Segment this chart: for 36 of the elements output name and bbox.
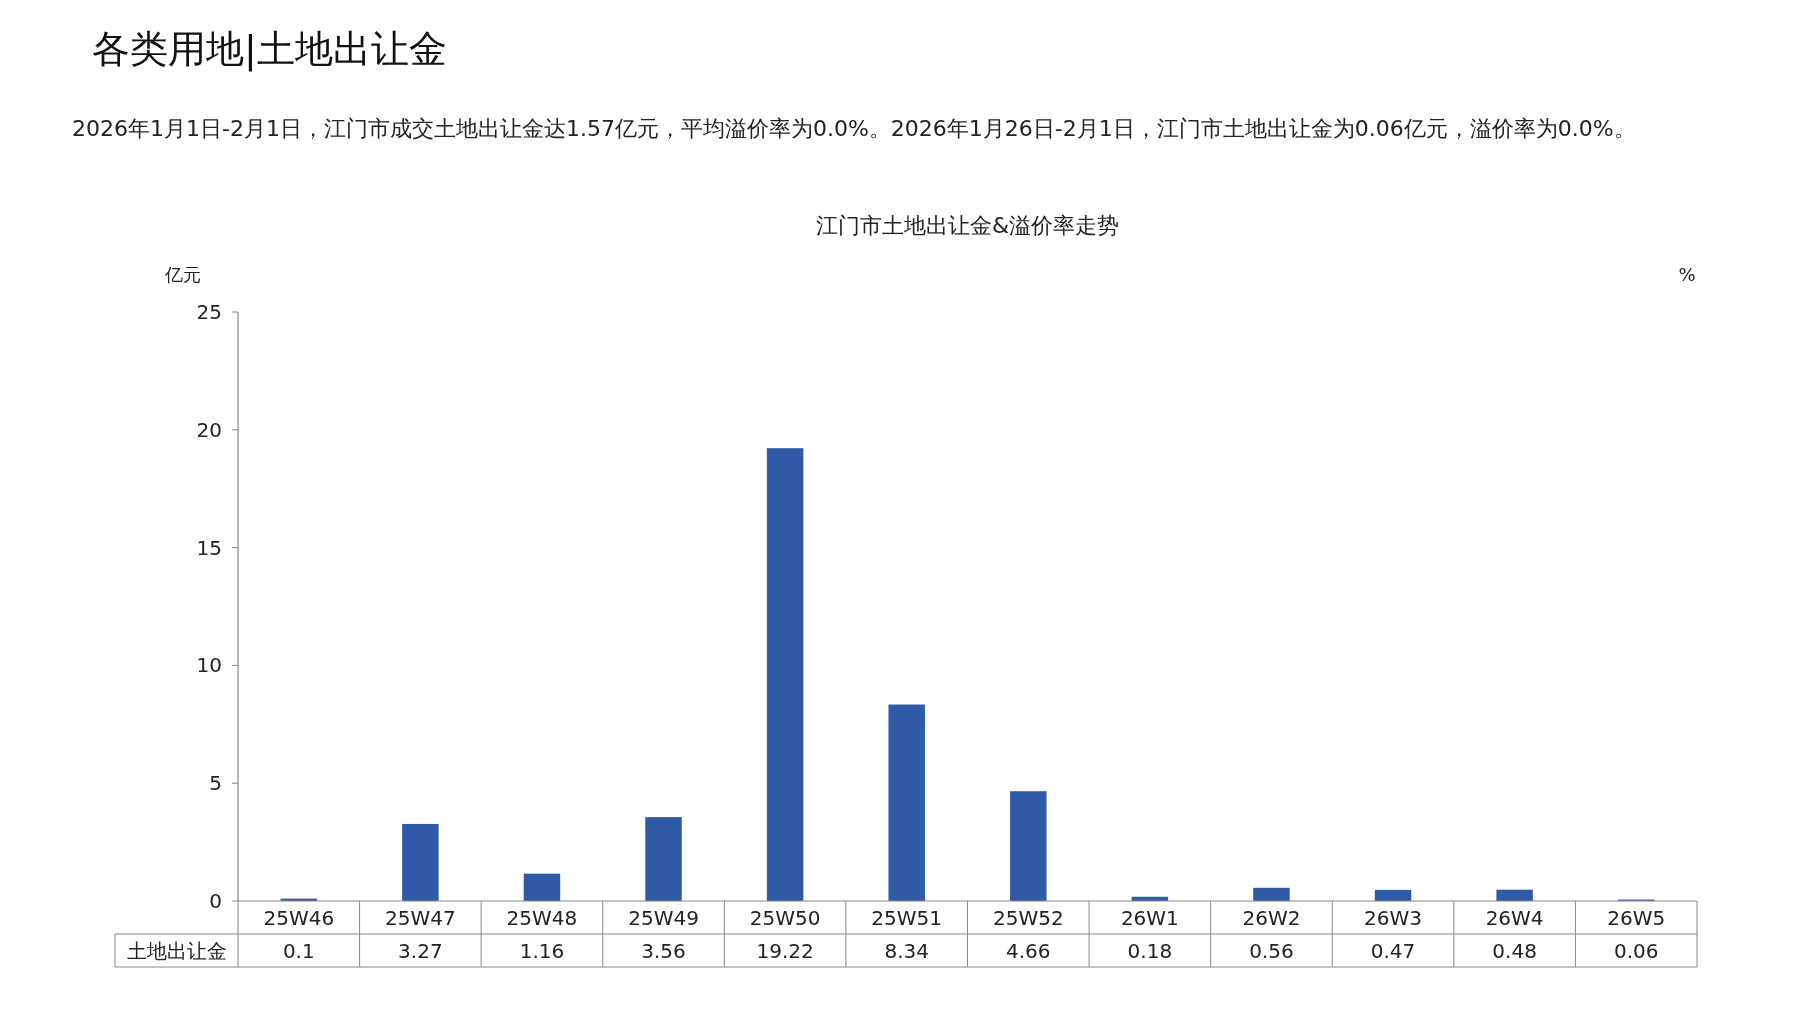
- x-tick-label: 25W49: [628, 906, 699, 930]
- data-label: 0.18: [1127, 939, 1173, 963]
- data-label: 4.66: [1006, 939, 1051, 963]
- x-tick-label: 26W5: [1607, 906, 1666, 930]
- y-axis-title: 亿元: [164, 264, 201, 285]
- data-label: 0.48: [1492, 939, 1537, 963]
- data-label: 0.1: [282, 939, 315, 963]
- y-tick-label: 10: [196, 653, 222, 678]
- x-tick-label: 25W47: [385, 906, 456, 930]
- x-tick-label: 25W52: [992, 906, 1064, 930]
- data-label: 19.22: [756, 939, 814, 963]
- text: 土地出让金: [126, 939, 227, 963]
- x-tick-label: 26W4: [1485, 906, 1544, 930]
- text: 各类用地|土地出让金: [92, 26, 447, 74]
- x-tick-label: 25W51: [871, 906, 943, 930]
- x-tick-label: 26W1: [1120, 906, 1179, 930]
- y-tick-label: 5: [209, 771, 222, 796]
- data-label: 1.16: [519, 939, 565, 963]
- x-tick-label: 26W2: [1242, 906, 1301, 930]
- x-tick-label: 25W46: [263, 906, 335, 930]
- y-tick-label: 15: [196, 535, 222, 560]
- text: 2026年1月1日-2月1日，江门市成交土地出让金达1.57亿元，平均溢价率为0.0%。2026年1月26日-2月1日，江门市土地出让金为0.06亿元，溢价率为0.0%。: [72, 115, 1637, 143]
- data-label: 0.47: [1370, 939, 1416, 963]
- data-label: 3.56: [641, 939, 686, 963]
- y2-axis-title: %: [1678, 264, 1696, 285]
- data-label: 3.27: [398, 939, 443, 963]
- y-tick-label: 25: [196, 300, 222, 324]
- x-tick-label: 25W48: [506, 906, 578, 930]
- y-tick-label: 0: [209, 889, 222, 913]
- data-label: 0.56: [1249, 939, 1294, 963]
- chart-title: 江门市土地出让金&溢价率走势: [815, 213, 1120, 238]
- data-label: 0.06: [1613, 939, 1659, 963]
- y-tick-label: 20: [196, 417, 222, 442]
- x-tick-label: 25W50: [749, 906, 821, 930]
- data-label: 8.34: [884, 939, 929, 963]
- x-tick-label: 26W3: [1364, 906, 1423, 930]
